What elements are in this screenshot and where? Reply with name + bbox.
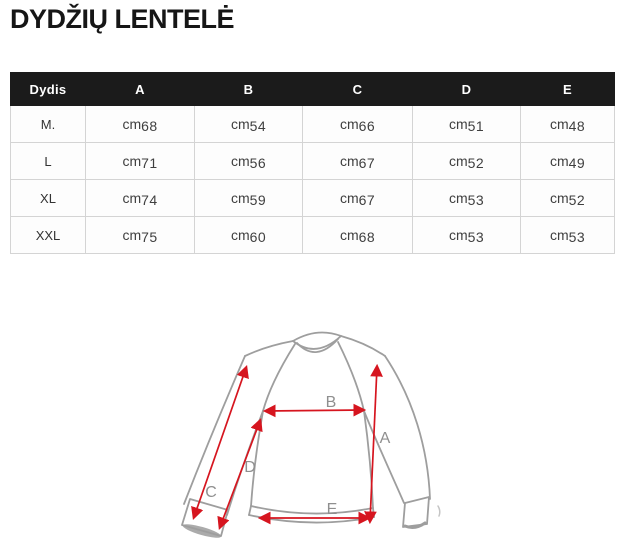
collar-outer (292, 331, 342, 342)
hem-side-left (248, 505, 252, 516)
header-e: E (520, 72, 615, 106)
right-sleeve-outer (384, 355, 431, 500)
page-title: DYDŽIŲ LENTELĖ (10, 4, 235, 34)
measurement-cell: cm48 (520, 105, 615, 143)
collar-rib (296, 338, 339, 353)
measurement-cell: cm53 (520, 216, 615, 254)
arrow-c-sleeve-length (191, 364, 249, 521)
measurement-cell: cm60 (194, 216, 303, 254)
table-row-xxl: XXL cm75 cm60 cm68 cm53 cm53 (10, 216, 615, 254)
label-b: B (326, 394, 337, 411)
measurement-cell: cm49 (520, 142, 615, 180)
table-row-m: M. cm68 cm54 cm66 cm51 cm48 (10, 105, 615, 143)
right-shoulder (340, 335, 386, 357)
measurement-cell: cm67 (302, 142, 413, 180)
label-d: D (244, 459, 256, 476)
measurement-cell: cm59 (194, 179, 303, 217)
hem-side-right (372, 507, 375, 518)
measurement-cell: cm54 (194, 105, 303, 143)
label-a: A (380, 430, 391, 447)
header-c: C (302, 72, 413, 106)
garment-outline (181, 331, 441, 538)
measurement-cell: cm56 (194, 142, 303, 180)
size-cell: XXL (10, 216, 86, 254)
measurement-cell: cm66 (302, 105, 413, 143)
left-shoulder (244, 340, 294, 357)
left-raglan-seam (262, 343, 296, 412)
label-e: E (327, 501, 338, 518)
right-cuff-shade (403, 521, 427, 529)
arrow-d-underarm-length (217, 418, 263, 530)
header-a: A (85, 72, 195, 106)
measurement-labels: B A D C E (205, 394, 390, 518)
measurement-cell: cm75 (85, 216, 195, 254)
hem-upper (250, 505, 374, 515)
label-c: C (205, 484, 217, 501)
measurement-cell: cm53 (412, 179, 521, 217)
left-sleeve-outer (183, 355, 246, 505)
measurement-arrows (191, 363, 383, 530)
size-table: Dydis A B C D E M. cm68 cm54 cm66 cm51 c… (10, 72, 615, 254)
size-cell: L (10, 142, 86, 180)
measurement-cell: cm52 (520, 179, 615, 217)
right-raglan-seam (337, 341, 365, 412)
measurement-cell: cm71 (85, 142, 195, 180)
header-size: Dydis (10, 72, 86, 106)
size-cell: M. (10, 105, 86, 143)
arrow-b-chest-width (262, 403, 367, 418)
right-cuff (402, 496, 430, 528)
measurement-cell: cm67 (302, 179, 413, 217)
stray-mark (437, 505, 441, 517)
measurement-cell: cm52 (412, 142, 521, 180)
arrow-a-body-length (364, 363, 383, 525)
measurement-cell: cm68 (302, 216, 413, 254)
header-b: B (194, 72, 303, 106)
measurement-cell: cm68 (85, 105, 195, 143)
measurement-cell: cm53 (412, 216, 521, 254)
table-row-l: L cm71 cm56 cm67 cm52 cm49 (10, 142, 615, 180)
